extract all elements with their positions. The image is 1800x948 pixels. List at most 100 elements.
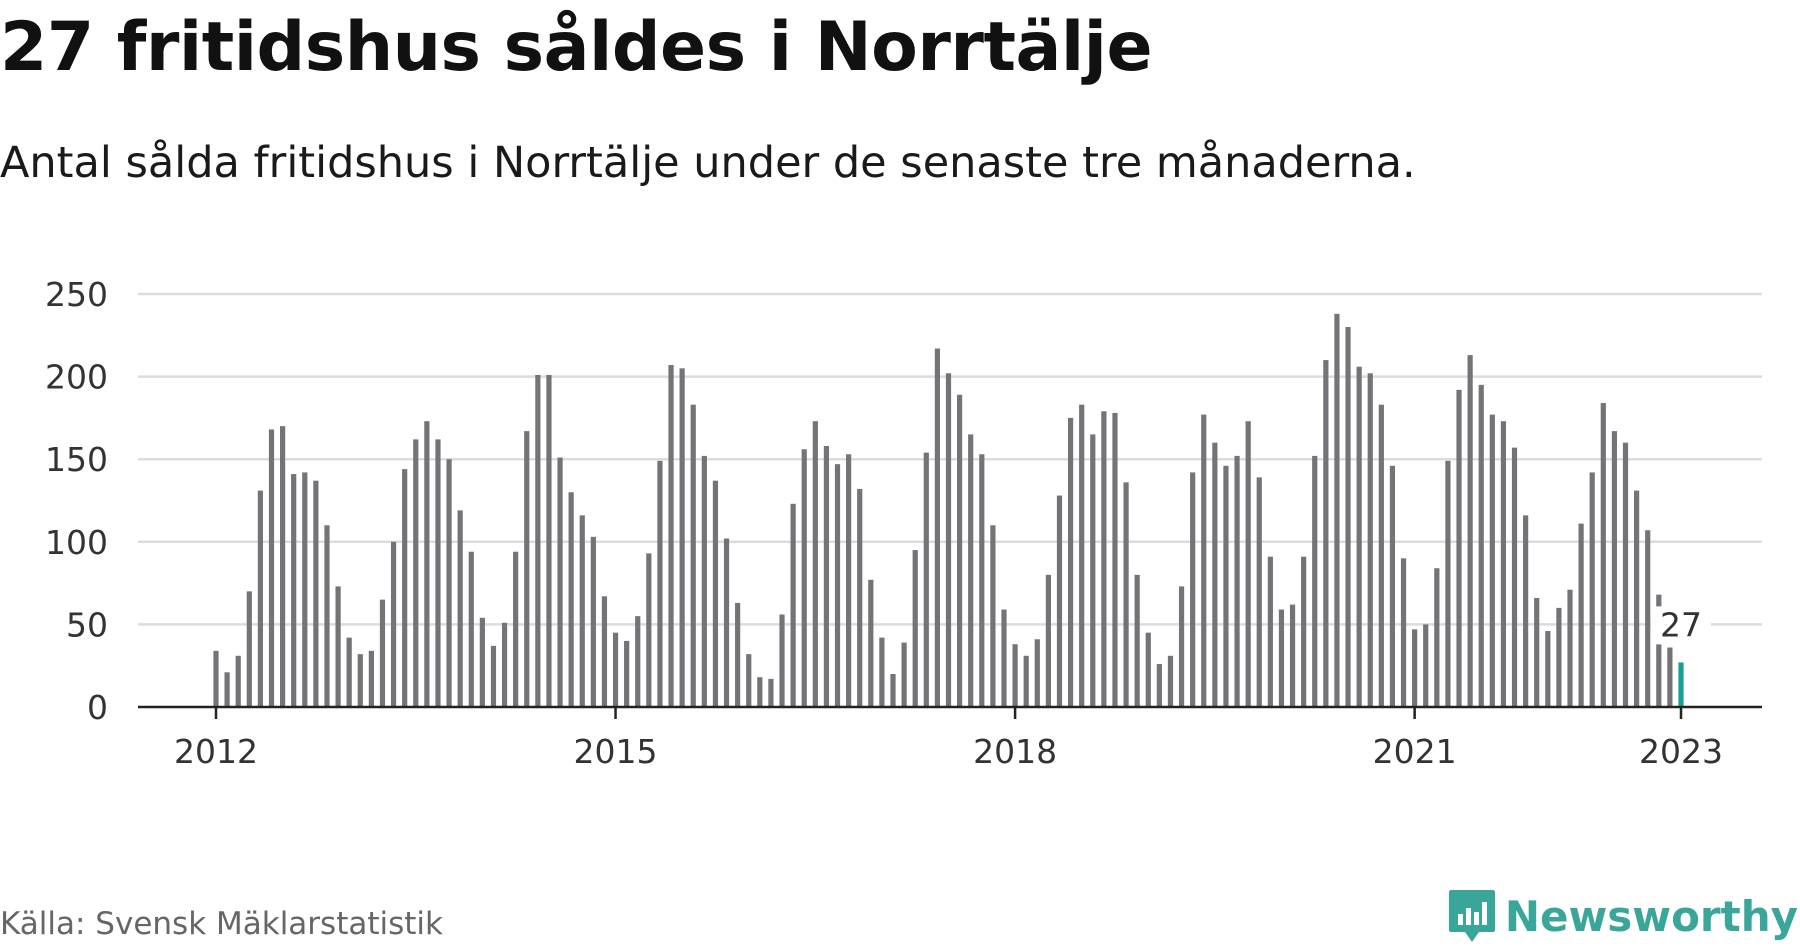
bar	[601, 596, 608, 707]
bar	[945, 373, 952, 707]
chart-title: 27 fritidshus såldes i Norrtälje	[0, 8, 1153, 87]
bar	[513, 551, 519, 707]
bar	[1234, 455, 1240, 707]
bar	[1578, 523, 1584, 707]
bar	[1423, 624, 1429, 707]
bar	[457, 510, 463, 707]
bar	[1556, 607, 1562, 707]
bar	[1400, 558, 1407, 707]
bar	[346, 637, 352, 707]
bar	[1567, 589, 1573, 707]
bar	[757, 677, 763, 707]
bar	[635, 616, 641, 707]
x-tick-label: 2015	[574, 732, 658, 771]
bar	[257, 490, 263, 707]
x-tick-label: 2021	[1373, 732, 1457, 771]
bar	[1023, 655, 1029, 707]
bar	[313, 480, 319, 707]
bar	[1545, 631, 1551, 707]
bar	[901, 642, 907, 707]
brand-name: Newsworthy	[1504, 891, 1798, 941]
bar	[468, 551, 474, 707]
bar	[590, 536, 596, 707]
bar	[1112, 412, 1118, 707]
bar	[413, 439, 419, 707]
bar	[546, 374, 552, 707]
bar	[1634, 490, 1640, 707]
bar	[1090, 434, 1096, 707]
bar	[746, 654, 752, 707]
bar	[1378, 404, 1384, 707]
bar	[968, 434, 974, 707]
bar	[1645, 530, 1651, 707]
bar	[1456, 389, 1462, 707]
bar	[934, 348, 941, 707]
bar	[768, 678, 774, 707]
bar	[335, 586, 341, 707]
bar	[1223, 465, 1229, 707]
bar	[612, 632, 619, 707]
bar	[501, 622, 508, 707]
bar	[1622, 442, 1629, 707]
source-note: Källa: Svensk Mäklarstatistik	[0, 906, 443, 942]
bar	[1201, 414, 1207, 707]
bar	[890, 673, 896, 707]
bar	[624, 640, 630, 707]
y-tick-label: 150	[45, 440, 108, 479]
bar	[557, 457, 563, 707]
bar	[868, 579, 874, 707]
bar	[1134, 574, 1140, 707]
bar	[213, 650, 219, 707]
bar	[1500, 421, 1507, 707]
bar	[1056, 495, 1063, 707]
bar	[1611, 431, 1618, 707]
x-axis-ticks: 2012 2015 2018 2021 2023	[174, 707, 1723, 771]
x-tick-label: 2018	[973, 732, 1057, 771]
highlight-label-group: 27	[1651, 605, 1711, 645]
bar-chart: 0 50 100 150 200 250 2012 2015 2018 2021 2023 27	[45, 275, 1762, 771]
bar	[1079, 404, 1085, 707]
bar	[1656, 594, 1662, 707]
highlight-value-label: 27	[1660, 605, 1702, 644]
y-axis-ticks: 0 50 100 150 200 250	[45, 275, 108, 727]
bar	[823, 445, 830, 707]
bar	[857, 488, 863, 707]
bar	[679, 368, 685, 707]
bar	[490, 645, 497, 707]
bar	[235, 655, 241, 707]
bar	[1511, 447, 1518, 707]
bar	[535, 374, 541, 707]
bar	[1589, 472, 1595, 707]
bar	[1167, 655, 1174, 707]
x-tick-label: 2012	[174, 732, 258, 771]
bar	[812, 421, 818, 707]
bar	[657, 460, 663, 707]
bar	[279, 426, 286, 707]
bar	[1489, 414, 1495, 707]
bar	[1323, 360, 1329, 707]
y-tick-label: 250	[45, 275, 108, 314]
bar	[790, 503, 796, 707]
brand-logo[interactable]: Newsworthy	[1447, 888, 1798, 944]
bars	[213, 313, 1684, 707]
bar	[701, 455, 707, 707]
bar	[712, 480, 719, 707]
bar	[1178, 586, 1185, 707]
bar	[390, 541, 397, 707]
bar	[268, 429, 275, 707]
bar	[912, 550, 918, 707]
bar	[1334, 313, 1340, 707]
bar	[1478, 384, 1484, 707]
bar	[990, 525, 996, 707]
bar	[1190, 472, 1196, 707]
bar	[357, 654, 363, 707]
bar	[1034, 639, 1040, 707]
bar	[302, 472, 308, 707]
bar	[1001, 609, 1007, 707]
bar	[1667, 647, 1673, 707]
bar	[1445, 460, 1451, 707]
bar	[1212, 442, 1218, 707]
bar	[524, 431, 530, 707]
bar	[435, 439, 441, 707]
bar	[1367, 373, 1373, 707]
